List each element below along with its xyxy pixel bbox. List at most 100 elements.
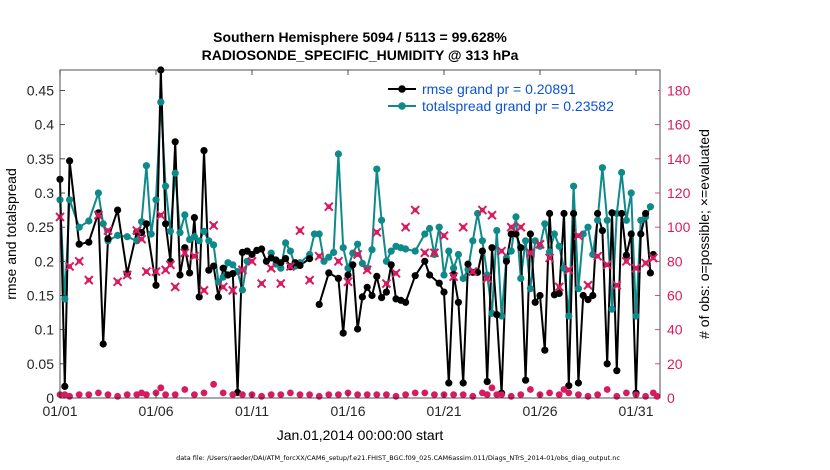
obs-evaluated-dot bbox=[124, 272, 130, 278]
y2-tick-label: 20 bbox=[667, 356, 683, 372]
obs-evaluated-dot bbox=[537, 241, 543, 247]
y-tick-label: 0.1 bbox=[35, 322, 55, 338]
rmse-point bbox=[195, 293, 203, 301]
rmse-point bbox=[368, 291, 376, 300]
y2-tick-label: 60 bbox=[667, 288, 683, 304]
rmse-point bbox=[637, 230, 645, 238]
obs-possible-point bbox=[507, 392, 515, 400]
obs-evaluated-dot bbox=[604, 262, 610, 268]
rmse-point bbox=[526, 230, 535, 238]
rmse-point bbox=[373, 272, 381, 280]
y-tick-label: 0.3 bbox=[35, 185, 55, 201]
obs-possible-point bbox=[287, 389, 294, 397]
totalspread-point bbox=[445, 247, 453, 255]
obs-evaluated-dot bbox=[134, 228, 140, 234]
obs-possible-point bbox=[392, 392, 400, 400]
rmse-point bbox=[402, 298, 410, 306]
obs-possible-point bbox=[450, 391, 457, 398]
obs-evaluated-dot bbox=[614, 282, 620, 288]
y2-tick-label: 0 bbox=[667, 390, 675, 406]
totalspread-point bbox=[282, 239, 290, 247]
rmse-point bbox=[200, 147, 208, 155]
obs-evaluated-dot bbox=[288, 264, 293, 269]
legend-spread-marker bbox=[398, 102, 406, 110]
obs-evaluated-dot bbox=[153, 269, 159, 274]
totalspread-point bbox=[152, 196, 160, 204]
totalspread-point bbox=[478, 237, 486, 245]
totalspread-point bbox=[555, 242, 563, 250]
obs-possible-point bbox=[613, 392, 621, 400]
rmse-point bbox=[579, 291, 587, 300]
totalspread-point bbox=[334, 150, 342, 158]
rmse-point bbox=[354, 325, 362, 333]
totalspread-point bbox=[570, 182, 578, 190]
obs-evaluated-dot bbox=[67, 264, 72, 269]
obs-possible-point bbox=[431, 391, 438, 398]
totalspread-point bbox=[162, 182, 170, 190]
obs-evaluated-dot bbox=[566, 267, 572, 273]
obs-possible-point bbox=[603, 386, 611, 393]
y-axis-right: 0 20 40 60 80 100 120 140 160 180 bbox=[655, 83, 691, 406]
rmse-point bbox=[464, 260, 472, 268]
y-axis-left: 0 0.05 0.1 0.15 0.2 0.25 0.3 0.35 0.4 0.45 bbox=[27, 83, 65, 406]
rmse-point bbox=[277, 259, 285, 267]
obs-evaluated-dot bbox=[460, 224, 466, 230]
obs-evaluated-dot bbox=[470, 269, 476, 274]
obs-evaluated-dot bbox=[172, 284, 178, 290]
rmse-point bbox=[426, 271, 434, 279]
rmse-point bbox=[646, 269, 655, 277]
obs-possible-point bbox=[653, 392, 661, 400]
totalspread-point bbox=[435, 223, 443, 231]
totalspread-point bbox=[339, 244, 347, 252]
obs-possible-point bbox=[469, 392, 477, 400]
rmse-point bbox=[517, 244, 525, 252]
obs-possible-point bbox=[162, 391, 170, 398]
totalspread-point bbox=[157, 98, 165, 106]
rmse-point bbox=[483, 378, 491, 386]
rmse-point bbox=[536, 291, 544, 300]
rmse-point bbox=[152, 281, 160, 289]
obs-evaluated-dot bbox=[230, 288, 236, 293]
totalspread-point bbox=[123, 233, 131, 241]
y2-tick-label: 100 bbox=[667, 219, 691, 235]
obs-evaluated-dot bbox=[297, 228, 303, 234]
y-tick-label: 0.4 bbox=[35, 117, 55, 133]
obs-evaluated-dot bbox=[393, 270, 399, 276]
rmse-point bbox=[598, 227, 607, 235]
legend: rmse grand pr = 0.20891 totalspread gran… bbox=[383, 80, 658, 114]
rmse-point bbox=[219, 264, 227, 272]
obs-evaluated-dot bbox=[211, 223, 217, 228]
obs-evaluated-dot bbox=[412, 207, 418, 213]
totalspread-point bbox=[387, 247, 395, 255]
rmse-point bbox=[622, 251, 631, 259]
rmse-point bbox=[642, 209, 650, 218]
obs-evaluated-dot bbox=[345, 279, 351, 285]
chart-subtitle: RADIOSONDE_SPECIFIC_HUMIDITY @ 313 hPa bbox=[202, 47, 519, 63]
obs-evaluated-dot bbox=[192, 253, 197, 259]
totalspread-point bbox=[99, 220, 107, 228]
rmse-point bbox=[574, 379, 583, 387]
totalspread-point bbox=[517, 274, 525, 282]
obs-evaluated-dot bbox=[364, 267, 370, 273]
rmse-point bbox=[210, 262, 218, 270]
totalspread-point bbox=[229, 261, 237, 269]
totalspread-point bbox=[238, 286, 246, 294]
obs-possible-point bbox=[123, 391, 131, 398]
obs-possible-point bbox=[421, 389, 429, 397]
rmse-point bbox=[440, 288, 448, 296]
totalspread-point bbox=[421, 230, 429, 238]
obs-evaluated-dot bbox=[489, 212, 495, 218]
obs-possible-point bbox=[95, 389, 102, 397]
y-tick-label: 0.15 bbox=[27, 288, 54, 304]
obs-possible-point bbox=[493, 391, 501, 398]
obs-evaluated-dot bbox=[480, 207, 485, 213]
obs-evaluated-dot bbox=[422, 250, 428, 256]
obs-possible-point bbox=[200, 389, 208, 397]
rmse-point bbox=[512, 230, 520, 238]
totalspread-point bbox=[171, 169, 179, 177]
rmse-point bbox=[570, 209, 578, 218]
totalspread-point bbox=[426, 224, 434, 233]
y2-axis-label: # of obs: o=possible; ×=evaluated bbox=[696, 129, 712, 339]
rmse-point bbox=[99, 340, 107, 348]
rmse-point bbox=[584, 296, 592, 304]
